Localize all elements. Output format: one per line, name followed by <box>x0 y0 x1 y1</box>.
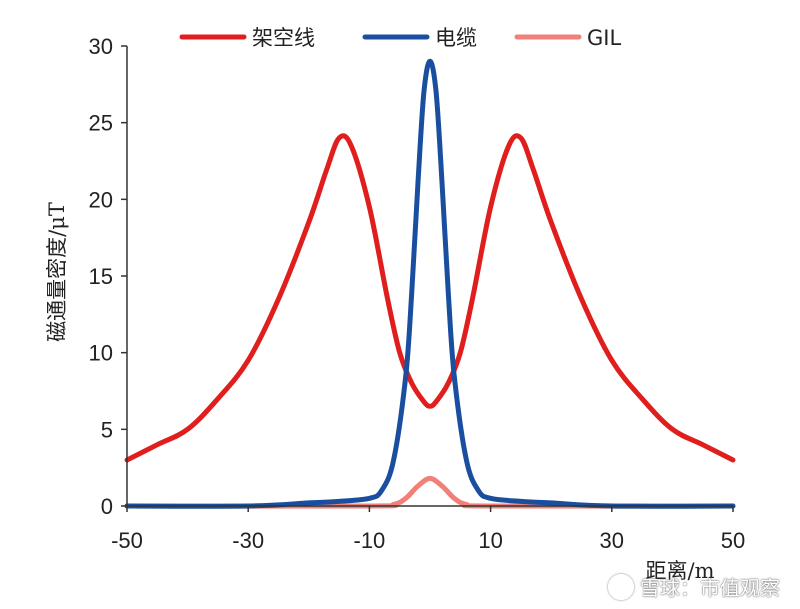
x-tick-label: 10 <box>478 528 502 553</box>
series-layer <box>124 58 736 509</box>
series-line-2 <box>124 475 736 509</box>
y-tick-label: 10 <box>89 341 113 366</box>
y-tick-label: 25 <box>89 111 113 136</box>
y-axis-title: 磁通量密度/μT <box>45 202 69 342</box>
watermark: 雪球：市值观察 <box>608 572 780 601</box>
y-tick-label: 5 <box>101 417 113 442</box>
watermark-text: 雪球：市值观察 <box>640 576 780 600</box>
x-tick-label: 30 <box>600 528 624 553</box>
y-tick-label: 20 <box>89 187 113 212</box>
x-tick-label: -50 <box>111 528 143 553</box>
legend-label-2: GIL <box>587 26 621 50</box>
x-tick-label: -10 <box>354 528 386 553</box>
tick-labels: 0 5 10 15 20 25 30 -50 -30 -10 10 30 50 <box>89 34 746 553</box>
x-tick-label: 50 <box>721 528 745 553</box>
series-line-1 <box>124 58 736 509</box>
y-tick-label: 0 <box>101 494 113 519</box>
legend-label-0: 架空线 <box>252 26 315 50</box>
y-tick-label: 30 <box>89 34 113 59</box>
x-tick-label: -30 <box>232 528 264 553</box>
snowball-logo-icon <box>608 573 634 600</box>
series-line-0 <box>124 133 736 463</box>
x-axis-title: 距离/m <box>646 559 715 583</box>
axes <box>121 45 734 512</box>
y-tick-label: 15 <box>89 264 113 289</box>
legend: 架空线 电缆 GIL <box>179 26 621 50</box>
legend-label-1: 电缆 <box>435 26 477 50</box>
